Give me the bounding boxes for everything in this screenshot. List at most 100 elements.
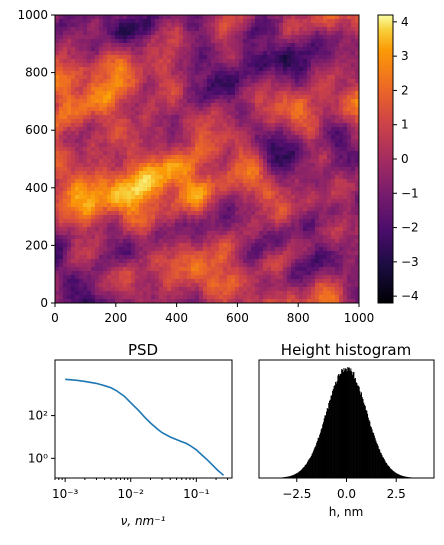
- heatmap-cell: [331, 107, 336, 112]
- heatmap-cell: [119, 35, 124, 40]
- heatmap-cell: [343, 87, 348, 92]
- heatmap-cell: [355, 199, 360, 204]
- heatmap-cell: [303, 263, 308, 268]
- heatmap-cell: [67, 267, 72, 272]
- heatmap-cell: [119, 223, 124, 228]
- heatmap-cell: [215, 231, 220, 236]
- heatmap-cell: [299, 175, 304, 180]
- heatmap-cell: [123, 43, 128, 48]
- heatmap-cell: [159, 131, 164, 136]
- heatmap-cell: [279, 59, 284, 64]
- heatmap-cell: [75, 91, 80, 96]
- heatmap-cell: [87, 127, 92, 132]
- heatmap-cell: [315, 163, 320, 168]
- heatmap-cell: [247, 19, 252, 24]
- heatmap-cell: [175, 27, 180, 32]
- heatmap-cell: [267, 207, 272, 212]
- heatmap-cell: [287, 67, 292, 72]
- heatmap-cell: [159, 91, 164, 96]
- heatmap-cell: [91, 15, 96, 20]
- heatmap-cell: [307, 115, 312, 120]
- heatmap-cell: [219, 223, 224, 228]
- heatmap-cell: [287, 163, 292, 168]
- heatmap-cell: [311, 19, 316, 24]
- heatmap-cell: [79, 255, 84, 260]
- heatmap-cell: [247, 91, 252, 96]
- heatmap-cell: [139, 271, 144, 276]
- heatmap-cell: [187, 195, 192, 200]
- heatmap-cell: [335, 163, 340, 168]
- heatmap-cell: [191, 179, 196, 184]
- heatmap-cell: [319, 223, 324, 228]
- heatmap-cell: [91, 99, 96, 104]
- heatmap-cell: [207, 99, 212, 104]
- heatmap-cell: [331, 267, 336, 272]
- heatmap-cell: [143, 91, 148, 96]
- heatmap-cell: [75, 195, 80, 200]
- heatmap-cell: [303, 87, 308, 92]
- heatmap-cell: [195, 119, 200, 124]
- heatmap-cell: [283, 263, 288, 268]
- heatmap-cell: [323, 167, 328, 172]
- heatmap-cell: [235, 39, 240, 44]
- heatmap-cell: [99, 47, 104, 52]
- heatmap-cell: [75, 23, 80, 28]
- heatmap-cell: [311, 167, 316, 172]
- heatmap-cell: [263, 267, 268, 272]
- heatmap-cell: [55, 119, 60, 124]
- heatmap-cell: [115, 103, 120, 108]
- heatmap-cell: [135, 115, 140, 120]
- heatmap-cell: [99, 247, 104, 252]
- heatmap-cell: [151, 119, 156, 124]
- heatmap-cell: [123, 247, 128, 252]
- heatmap-cell: [279, 111, 284, 116]
- heatmap-cell: [71, 211, 76, 216]
- heatmap-cell: [91, 143, 96, 148]
- heatmap-cell: [135, 135, 140, 140]
- heatmap-cell: [215, 179, 220, 184]
- heatmap-cell: [291, 251, 296, 256]
- heatmap-cell: [287, 55, 292, 60]
- heatmap-cell: [55, 99, 60, 104]
- heatmap-cell: [311, 231, 316, 236]
- heatmap-cell: [103, 95, 108, 100]
- heatmap-cell: [331, 271, 336, 276]
- heatmap-cell: [147, 103, 152, 108]
- heatmap-cell: [79, 67, 84, 72]
- heatmap-cell: [343, 167, 348, 172]
- heatmap-cell: [299, 199, 304, 204]
- heatmap-cell: [291, 127, 296, 132]
- heatmap-cell: [283, 63, 288, 68]
- heatmap-cell: [63, 139, 68, 144]
- heatmap-cell: [139, 47, 144, 52]
- heatmap-cell: [255, 155, 260, 160]
- heatmap-cell: [331, 95, 336, 100]
- heatmap-cell: [295, 111, 300, 116]
- heatmap-cell: [159, 143, 164, 148]
- heatmap-cell: [127, 107, 132, 112]
- heatmap-cell: [103, 251, 108, 256]
- heatmap-cell: [243, 87, 248, 92]
- heatmap-cell: [303, 179, 308, 184]
- heatmap-cell: [259, 203, 264, 208]
- heatmap-cell: [279, 91, 284, 96]
- heatmap-cell: [295, 175, 300, 180]
- heatmap-cell: [115, 263, 120, 268]
- heatmap-cell: [343, 171, 348, 176]
- heatmap-cell: [147, 95, 152, 100]
- heatmap-cell: [163, 263, 168, 268]
- heatmap-cell: [347, 255, 352, 260]
- heatmap-cell: [239, 35, 244, 40]
- heatmap-cell: [171, 31, 176, 36]
- heatmap-cell: [327, 115, 332, 120]
- heatmap-cell: [175, 95, 180, 100]
- heatmap-cell: [347, 163, 352, 168]
- heatmap-cell: [183, 75, 188, 80]
- heatmap-cell: [83, 143, 88, 148]
- heatmap-cell: [111, 23, 116, 28]
- heatmap-cell: [327, 103, 332, 108]
- heatmap-cell: [59, 59, 64, 64]
- heatmap-cell: [203, 39, 208, 44]
- heatmap-cell: [63, 271, 68, 276]
- heatmap-cell: [311, 243, 316, 248]
